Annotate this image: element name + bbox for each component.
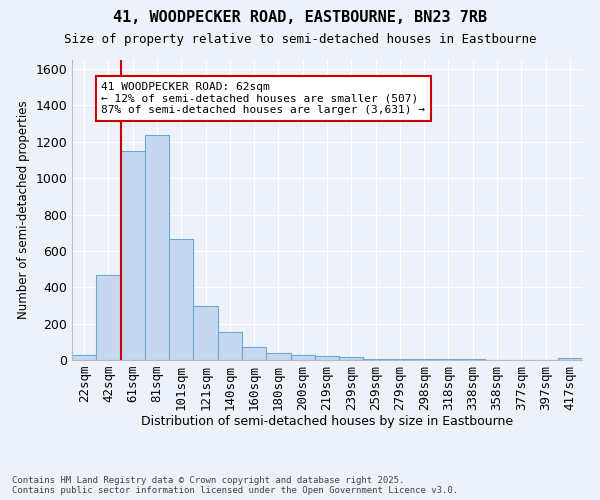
Bar [364, 358, 388, 360]
Text: 41 WOODPECKER ROAD: 62sqm
← 12% of semi-detached houses are smaller (507)
87% of: 41 WOODPECKER ROAD: 62sqm ← 12% of semi-… [101, 82, 425, 115]
Bar [169, 239, 193, 360]
Bar [558, 358, 582, 360]
Bar [145, 134, 169, 360]
Text: 41, WOODPECKER ROAD, EASTBOURNE, BN23 7RB: 41, WOODPECKER ROAD, EASTBOURNE, BN23 7R… [113, 10, 487, 25]
Bar [218, 332, 242, 360]
Bar [388, 358, 412, 360]
Bar [72, 356, 96, 360]
Bar [412, 359, 436, 360]
Text: Contains HM Land Registry data © Crown copyright and database right 2025.
Contai: Contains HM Land Registry data © Crown c… [12, 476, 458, 495]
Bar [315, 356, 339, 360]
Bar [193, 306, 218, 360]
Bar [121, 151, 145, 360]
Text: Size of property relative to semi-detached houses in Eastbourne: Size of property relative to semi-detach… [64, 32, 536, 46]
Bar [266, 353, 290, 360]
Bar [96, 274, 121, 360]
Y-axis label: Number of semi-detached properties: Number of semi-detached properties [17, 100, 30, 320]
Bar [339, 358, 364, 360]
X-axis label: Distribution of semi-detached houses by size in Eastbourne: Distribution of semi-detached houses by … [141, 416, 513, 428]
Bar [290, 355, 315, 360]
Bar [242, 348, 266, 360]
